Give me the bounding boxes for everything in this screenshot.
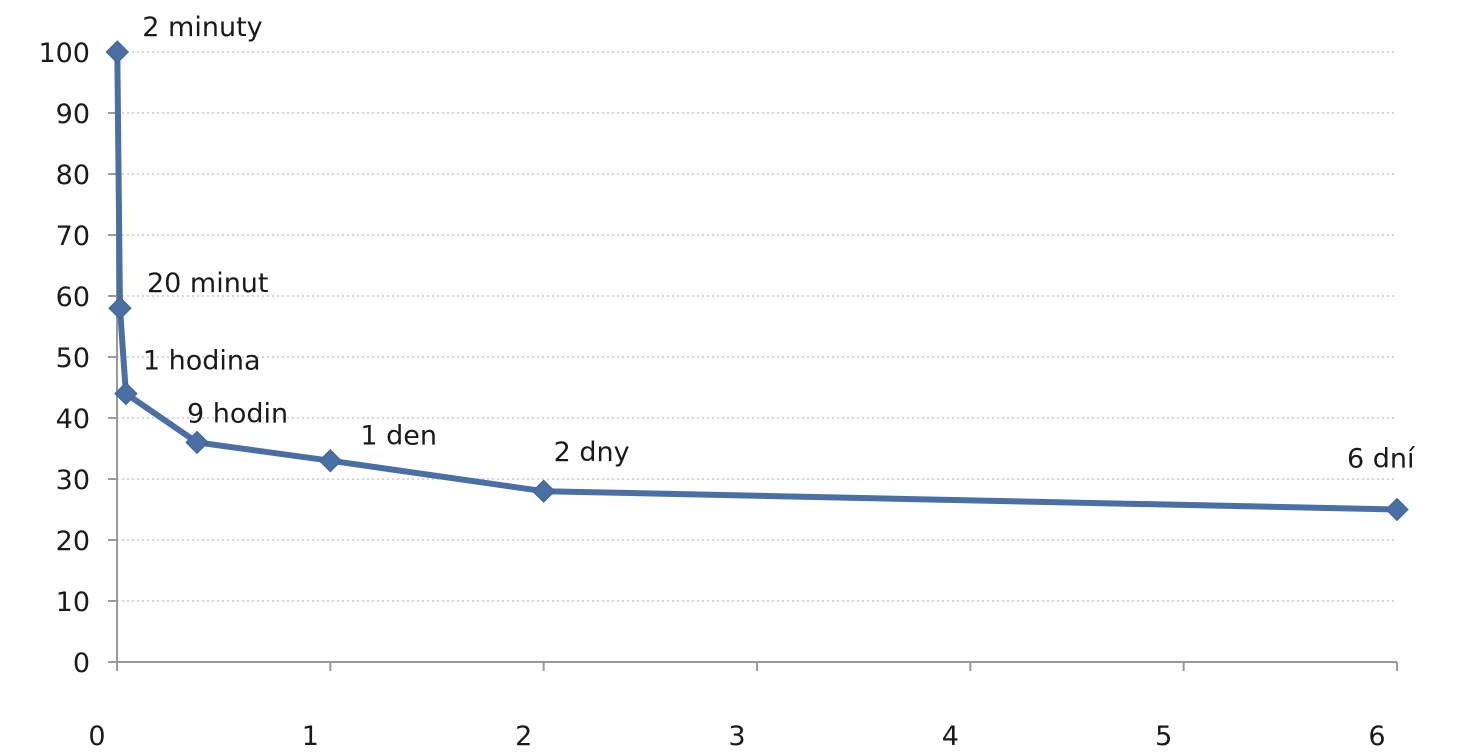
data-point-2 <box>114 381 138 406</box>
data-point-1 <box>108 296 132 320</box>
y-tick-label-100: 100 <box>38 38 90 69</box>
y-tick-label-60: 60 <box>56 282 90 313</box>
data-label-6: 6 dní <box>1347 444 1416 475</box>
data-labels: 2 minuty 20 minut 1 hodina 9 hodin 1 den 2 dn… <box>142 12 1416 475</box>
y-tick-label-70: 70 <box>56 221 90 252</box>
data-point-3 <box>185 430 209 455</box>
x-tick-label-5: 5 <box>1155 721 1172 752</box>
x-tick-label-6: 6 <box>1368 721 1385 752</box>
y-tick-label-30: 30 <box>56 465 90 496</box>
data-point-5 <box>531 479 556 503</box>
data-label-0: 2 minuty <box>142 12 262 43</box>
data-label-1: 20 minut <box>147 268 269 299</box>
grid-lines <box>117 51 1397 602</box>
x-tick-label-2: 2 <box>515 721 532 752</box>
y-tick-label-40: 40 <box>56 404 90 435</box>
y-tick-label-0: 0 <box>73 648 90 679</box>
data-point-0 <box>105 40 130 64</box>
data-point-4 <box>318 448 343 473</box>
x-tick-label-3: 3 <box>728 721 745 752</box>
data-label-2: 1 hodina <box>143 346 261 377</box>
y-tick-label-90: 90 <box>56 99 90 130</box>
data-series <box>105 40 1409 522</box>
data-label-4: 1 den <box>360 421 437 452</box>
series-line <box>114 49 1400 513</box>
data-label-3: 9 hodin <box>187 398 288 429</box>
x-tick-label-0: 0 <box>88 721 105 752</box>
y-tick-label-80: 80 <box>56 160 90 191</box>
data-label-5: 2 dny <box>554 437 630 468</box>
y-tick-label-20: 20 <box>56 526 90 557</box>
axes: 0 10 20 30 40 50 60 70 80 90 100 0 1 2 3 4 5 6 <box>38 38 1398 752</box>
x-tick-label-4: 4 <box>942 721 959 752</box>
x-tick-label-1: 1 <box>302 721 319 752</box>
data-point-6 <box>1385 497 1409 522</box>
y-tick-label-10: 10 <box>56 587 90 618</box>
y-tick-label-50: 50 <box>56 343 90 374</box>
